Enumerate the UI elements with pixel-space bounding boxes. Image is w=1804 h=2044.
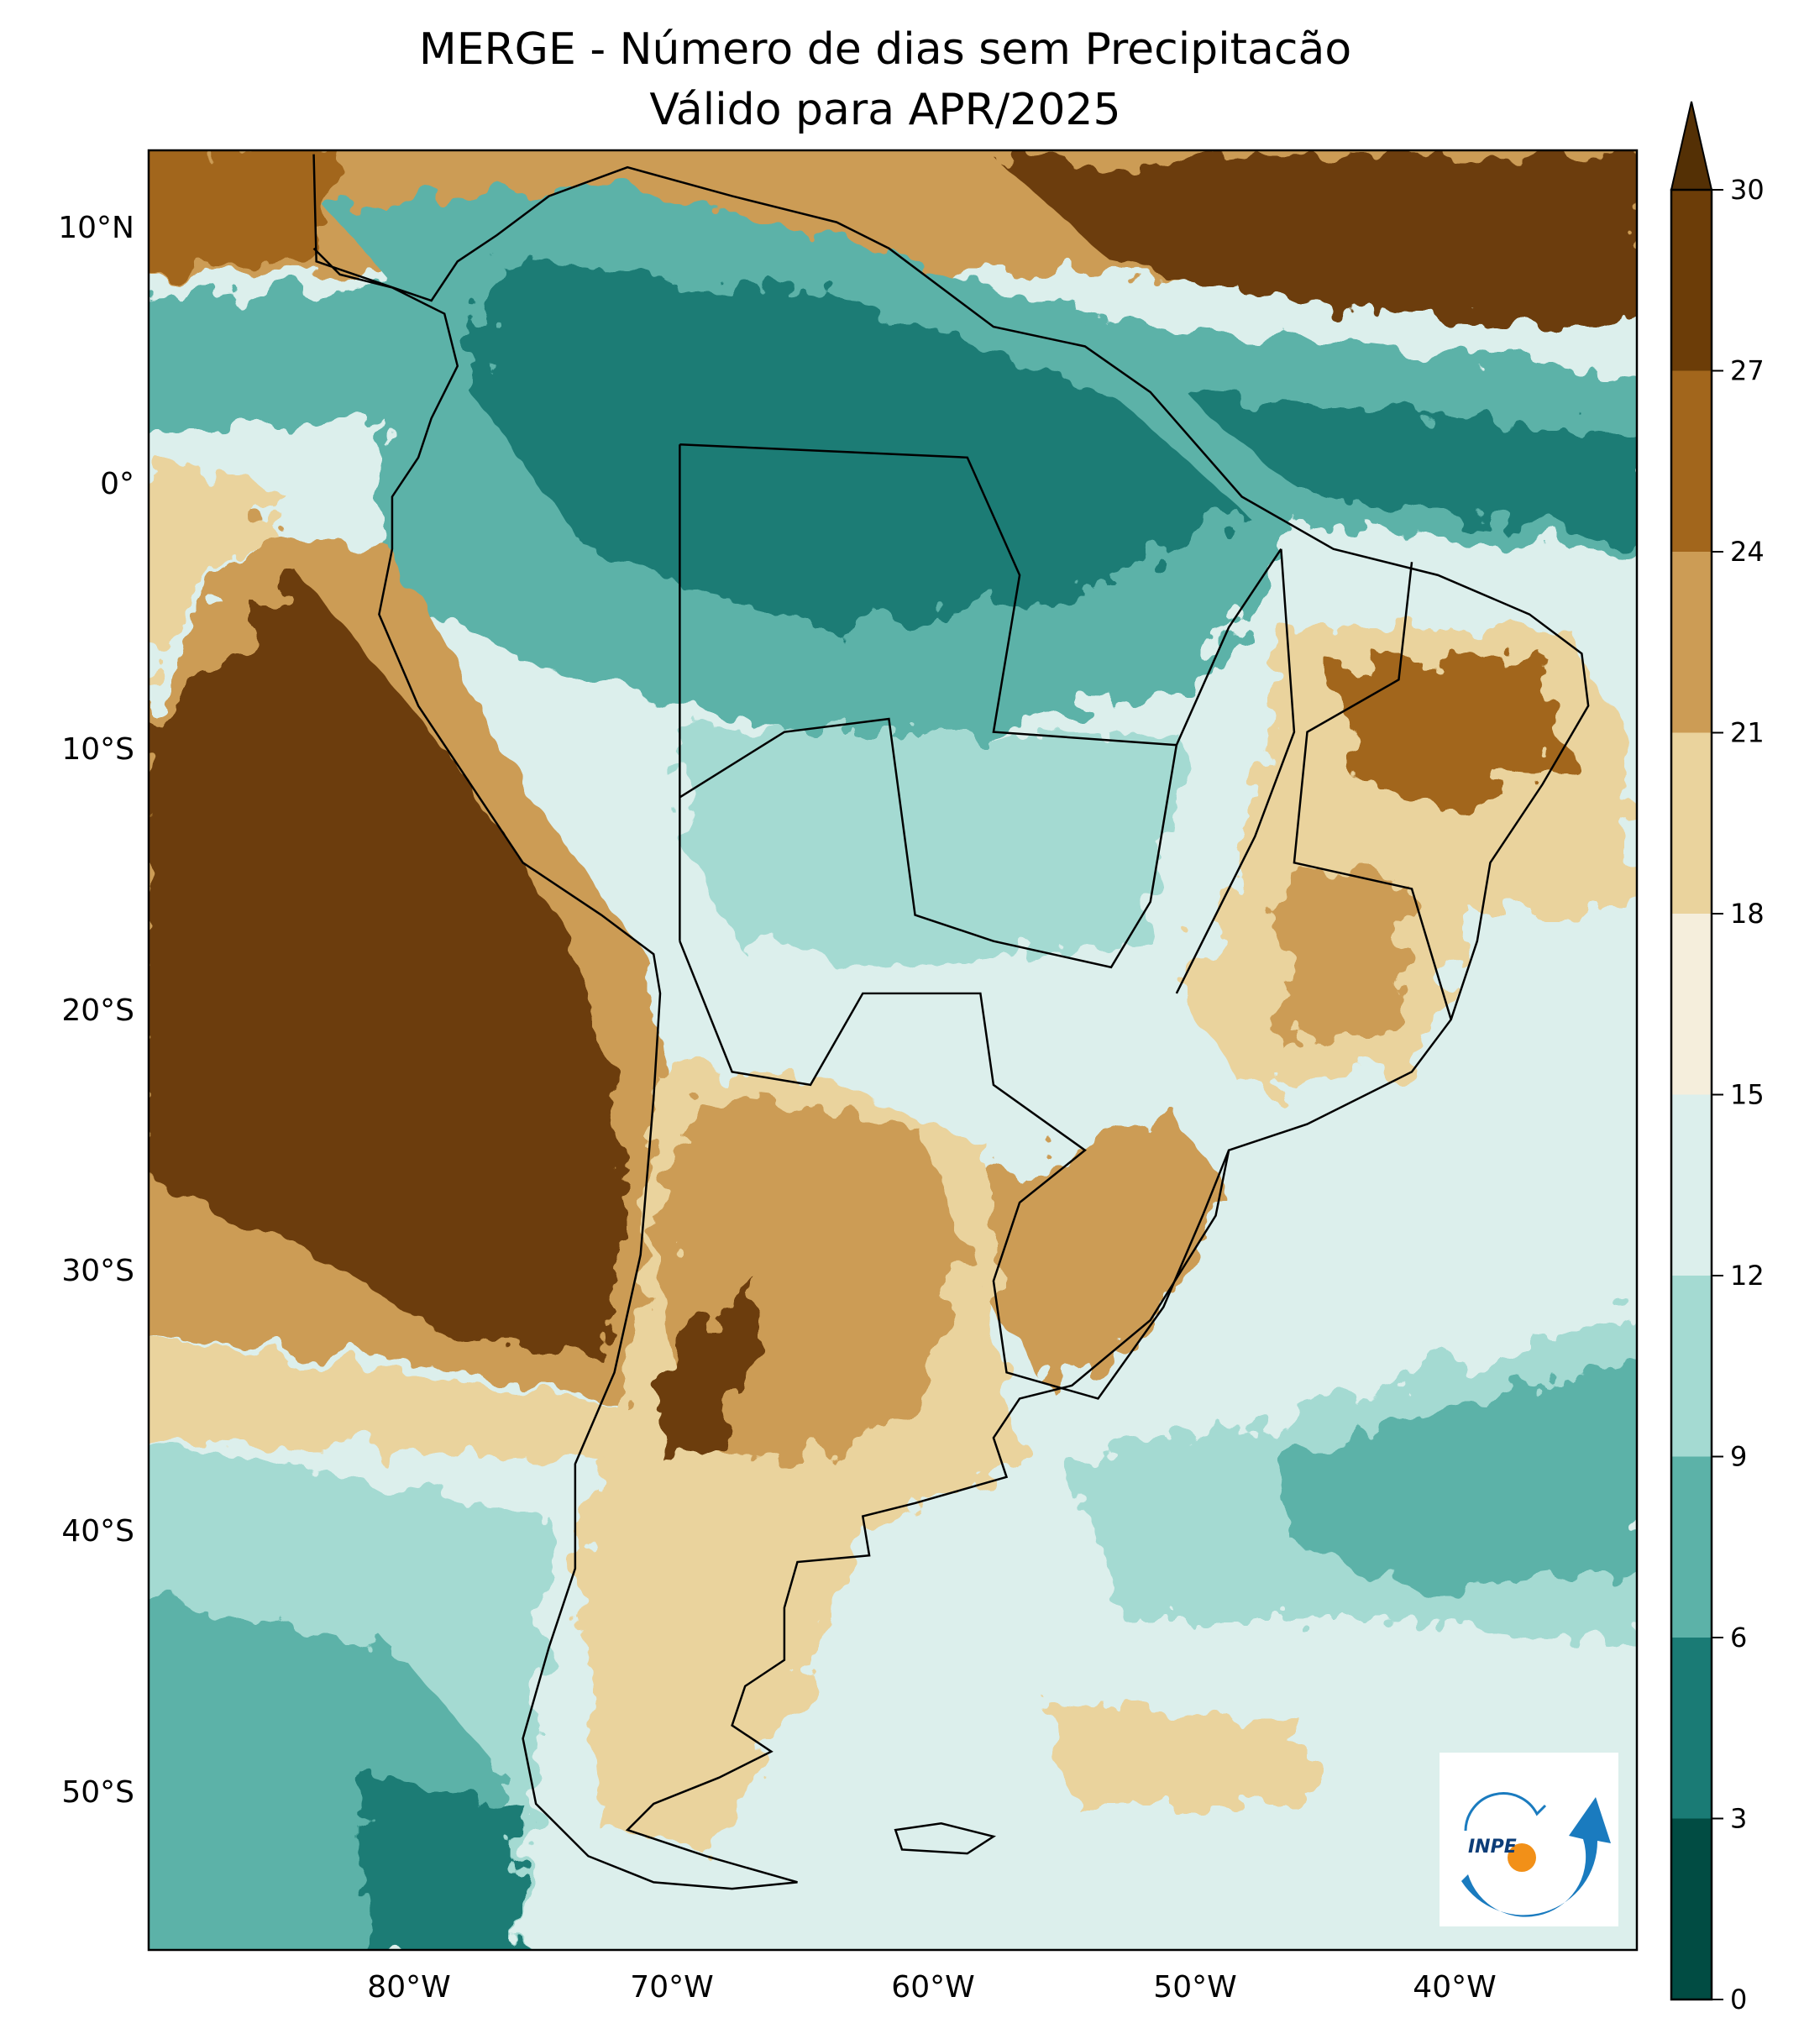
region-south-atlantic-wet bbox=[1281, 1361, 1637, 1595]
longitude-ticks: 80°W 70°W 60°W 50°W 40°W bbox=[367, 1970, 1496, 2005]
map-panel bbox=[149, 150, 1637, 1950]
lon-label: 50°W bbox=[1153, 1970, 1236, 2005]
region-pacific-tan bbox=[149, 457, 288, 659]
lat-label: 10°N bbox=[58, 211, 134, 245]
lat-label: 20°S bbox=[61, 993, 134, 1028]
colorbar-label: 15 bbox=[1730, 1079, 1765, 1111]
colorbar-label: 21 bbox=[1730, 717, 1765, 749]
region-drake-wet bbox=[365, 1777, 523, 1950]
colorbar-label: 6 bbox=[1730, 1622, 1747, 1654]
colorbar-label: 12 bbox=[1730, 1260, 1765, 1292]
logo-swoosh bbox=[1461, 1797, 1611, 1917]
colorbar-segment bbox=[1671, 1818, 1712, 1999]
title-line-1: MERGE - Número de dias sem Precipitacão bbox=[419, 24, 1351, 75]
region-nw-dry bbox=[149, 150, 338, 274]
colorbar-extend-arrow bbox=[1670, 101, 1713, 191]
colorbar-label: 3 bbox=[1730, 1803, 1747, 1835]
region-pacific-south-tan bbox=[149, 1335, 654, 1465]
colorbar-segment bbox=[1671, 1276, 1712, 1457]
lat-label: 40°S bbox=[61, 1514, 134, 1549]
region-minas-dry bbox=[1281, 862, 1413, 1046]
lon-label: 60°W bbox=[891, 1970, 974, 2005]
brazil-western-border bbox=[679, 443, 1178, 969]
precip-field bbox=[149, 150, 1637, 1950]
lon-label: 80°W bbox=[367, 1970, 450, 2005]
map-frame bbox=[147, 149, 1639, 1952]
coastlines bbox=[312, 154, 1590, 1890]
colorbar-label: 0 bbox=[1730, 1984, 1747, 2015]
inpe-logo: INPE bbox=[1440, 1753, 1618, 1926]
south-america-coast bbox=[312, 154, 1590, 1890]
title-line-2: Válido para APR/2025 bbox=[649, 85, 1120, 135]
lon-label: 40°W bbox=[1413, 1970, 1496, 2005]
region-falklands-tan bbox=[1046, 1699, 1308, 1804]
region-itcz-wet bbox=[1176, 391, 1637, 535]
lat-label: 50°S bbox=[61, 1775, 134, 1810]
colorbar-segment bbox=[1671, 732, 1712, 914]
colorbar-segment bbox=[1671, 914, 1712, 1095]
logo-text: INPE bbox=[1468, 1837, 1517, 1858]
region-andes-dry bbox=[653, 1281, 758, 1465]
colorbar-label: 27 bbox=[1730, 355, 1765, 387]
region-south-brazil bbox=[993, 1111, 1230, 1386]
colorbar-label: 18 bbox=[1730, 898, 1765, 930]
lon-label: 70°W bbox=[630, 1970, 713, 2005]
region-caribbean-dry bbox=[993, 156, 1637, 327]
colorbar-label: 24 bbox=[1730, 536, 1765, 568]
region-amazon-wet bbox=[470, 261, 1242, 628]
region-pacific-very-dry bbox=[149, 574, 628, 1360]
falkland-islands bbox=[894, 1822, 997, 1855]
colorbar-label: 9 bbox=[1730, 1441, 1747, 1473]
colorbar-segment bbox=[1671, 1638, 1712, 1819]
southern-borders bbox=[679, 941, 1230, 1400]
logo-sun bbox=[1508, 1843, 1536, 1872]
latitude-ticks: 10°N 0° 10°S 20°S 30°S 40°S 50°S bbox=[58, 211, 134, 1810]
region-northeast-dry bbox=[1333, 653, 1569, 811]
lat-label: 30°S bbox=[61, 1254, 134, 1288]
colorbar-segment bbox=[1671, 190, 1712, 371]
region-central-brazil bbox=[679, 731, 1177, 967]
colorbar-segment bbox=[1671, 1456, 1712, 1638]
colorbar-segment bbox=[1671, 552, 1712, 733]
colorbar-segment bbox=[1671, 370, 1712, 552]
colorbar: 0 3 6 9 12 15 18 21 24 27 30 bbox=[1670, 101, 1765, 2015]
lat-label: 10°S bbox=[61, 732, 134, 767]
brazil-state-borders bbox=[1175, 548, 1452, 1020]
colorbar-segment bbox=[1671, 1094, 1712, 1276]
colorbar-label: 30 bbox=[1730, 174, 1765, 206]
lat-label: 0° bbox=[100, 467, 134, 501]
